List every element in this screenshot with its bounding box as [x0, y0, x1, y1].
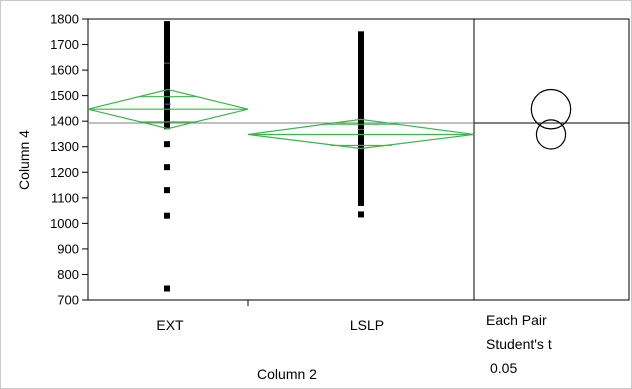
data-point [164, 212, 170, 219]
data-point [358, 128, 364, 135]
data-point [358, 101, 364, 108]
y-tick-label-1300: 1300 [50, 139, 79, 154]
data-point [358, 86, 364, 93]
data-point [358, 159, 364, 166]
comparison-circle-ext [530, 88, 572, 130]
data-point [164, 46, 170, 53]
data-point [358, 124, 364, 131]
data-point [358, 36, 364, 43]
x-tick-label-lslp: LSLP [350, 317, 384, 333]
data-point [358, 199, 364, 206]
data-point [358, 78, 364, 85]
y-tick-label-900: 900 [57, 241, 79, 256]
data-point [164, 73, 170, 80]
data-point [358, 211, 364, 218]
comparison-label-each-pair: Each Pair [486, 312, 547, 328]
comparison-circles [530, 88, 572, 150]
data-point [164, 113, 170, 120]
data-point [358, 162, 364, 169]
comparison-circle-lslp [535, 119, 567, 150]
data-point [358, 185, 364, 192]
data-point [358, 93, 364, 100]
y-tick-label-1100: 1100 [51, 190, 79, 205]
data-point [164, 36, 170, 43]
data-point [358, 155, 364, 162]
y-axis: 1800 1700 1600 1500 1400 1300 1200 1100 1000 900 8… [50, 12, 88, 308]
data-point [358, 67, 364, 74]
data-point [358, 132, 364, 139]
data-point [358, 170, 364, 177]
data-point [358, 41, 364, 48]
data-point [164, 285, 170, 292]
y-tick-label-1700: 1700 [50, 37, 79, 52]
data-point [358, 82, 364, 89]
comparison-label-alpha: 0.05 [490, 360, 517, 376]
x-tick-label-ext: EXT [156, 317, 184, 333]
data-point [164, 56, 170, 63]
data-point [164, 21, 170, 28]
data-point [358, 143, 364, 150]
data-point [164, 141, 170, 148]
data-point [358, 113, 364, 120]
data-point [358, 61, 364, 68]
data-point [164, 107, 170, 114]
data-point [164, 26, 170, 33]
data-point [164, 69, 170, 76]
x-axis-title: Column 2 [257, 366, 317, 382]
y-tick-label-700: 700 [57, 293, 79, 308]
data-point [358, 178, 364, 185]
data-point [164, 63, 170, 70]
data-point [358, 46, 364, 53]
data-point [358, 182, 364, 189]
y-axis-title: Column 4 [16, 130, 32, 190]
data-point [164, 77, 170, 84]
data-point [164, 81, 170, 88]
data-point [164, 164, 170, 171]
data-point [358, 151, 364, 158]
y-tick-label-1500: 1500 [50, 88, 79, 103]
data-point [164, 84, 170, 91]
y-tick-label-1200: 1200 [50, 165, 79, 180]
data-point [164, 100, 170, 107]
y-tick-label-1400: 1400 [50, 114, 79, 129]
data-point [164, 41, 170, 48]
data-point [164, 104, 170, 111]
y-tick-label-1800: 1800 [50, 12, 79, 27]
y-tick-label-800: 800 [57, 267, 79, 282]
data-point [164, 95, 170, 102]
data-point [358, 90, 364, 97]
data-point [358, 189, 364, 196]
data-points [164, 21, 364, 292]
data-point [358, 105, 364, 112]
data-point [164, 90, 170, 97]
data-point [358, 31, 364, 38]
data-point [164, 118, 170, 125]
data-point [358, 136, 364, 143]
data-point [358, 174, 364, 181]
comparison-label-test: Student's t [486, 336, 552, 352]
data-point [358, 147, 364, 154]
means-diamonds [87, 88, 475, 150]
data-point [358, 56, 364, 63]
data-point [164, 51, 170, 58]
comparison-panel [473, 18, 630, 301]
y-tick-label-1000: 1000 [50, 216, 79, 231]
data-point [358, 109, 364, 116]
data-point [358, 70, 364, 77]
data-point [358, 194, 364, 201]
data-point [358, 97, 364, 104]
data-point [358, 51, 364, 58]
data-point [358, 139, 364, 146]
data-point [358, 74, 364, 81]
plot-area [87, 18, 475, 301]
data-point [358, 166, 364, 173]
data-point [164, 123, 170, 130]
data-point [164, 31, 170, 38]
y-tick-label-1600: 1600 [50, 63, 79, 78]
data-point [164, 187, 170, 194]
